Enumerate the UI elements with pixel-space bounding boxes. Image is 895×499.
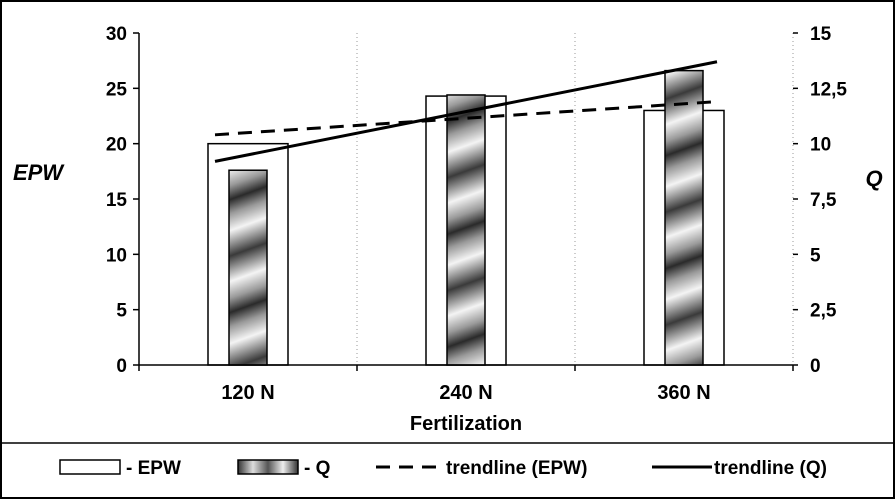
x-tick-label: 240 N bbox=[439, 382, 492, 404]
trendline-epw bbox=[214, 100, 718, 137]
legend-label-trend-epw: trendline (EPW) bbox=[446, 458, 587, 479]
axes: 0 5 10 15 20 25 30 0 2,5 5 7,5 10 12,5 15 120 N 240 N 36… bbox=[106, 24, 848, 404]
y-tick-label-right: 10 bbox=[810, 135, 831, 156]
trendline-q bbox=[214, 60, 718, 163]
bars bbox=[207, 69, 725, 366]
legend-swatch-epw bbox=[59, 459, 121, 475]
y-axis-label-left: EPW bbox=[13, 160, 65, 185]
x-tick-label: 120 N bbox=[221, 382, 274, 404]
legend-label-trend-q: trendline (Q) bbox=[714, 458, 827, 479]
bar-q bbox=[228, 169, 268, 366]
y-tick-label-right: 15 bbox=[810, 24, 832, 45]
y-tick-label-right: 5 bbox=[810, 245, 821, 266]
x-axis-label: Fertilization bbox=[410, 413, 522, 435]
y-tick-label-left: 10 bbox=[106, 245, 127, 266]
y-tick-label-left: 20 bbox=[106, 135, 127, 156]
y-tick-label-left: 30 bbox=[106, 24, 127, 45]
legend: - EPW - Q trendline (EPW) trendline (Q) bbox=[59, 458, 827, 479]
legend-label-epw: - EPW bbox=[126, 458, 181, 479]
bar-q bbox=[446, 94, 486, 366]
x-tick-label: 360 N bbox=[657, 382, 710, 404]
y-tick-label-right: 2,5 bbox=[810, 301, 837, 322]
legend-label-q: - Q bbox=[304, 458, 330, 479]
legend-swatch-q bbox=[237, 459, 299, 475]
trendlines bbox=[214, 60, 718, 163]
y-tick-label-left: 15 bbox=[106, 190, 128, 211]
y-tick-label-left: 0 bbox=[116, 356, 127, 377]
y-axis-label-right: Q bbox=[865, 166, 882, 191]
y-tick-label-right: 12,5 bbox=[810, 79, 847, 100]
bar-q bbox=[664, 69, 704, 366]
y-tick-label-right: 0 bbox=[810, 356, 821, 377]
y-tick-label-left: 25 bbox=[106, 79, 128, 100]
y-tick-label-left: 5 bbox=[116, 301, 127, 322]
y-tick-label-right: 7,5 bbox=[810, 190, 837, 211]
